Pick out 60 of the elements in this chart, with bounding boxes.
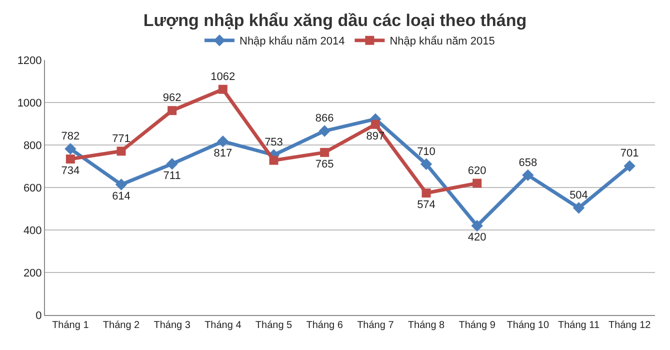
point [320, 148, 330, 157]
x-tick-label: Tháng 7 [357, 320, 394, 331]
y-tick-label: 0 [36, 310, 42, 322]
x-tick-label: Tháng 6 [306, 320, 344, 331]
data-label: 765 [315, 158, 334, 170]
point [115, 178, 128, 190]
point [318, 125, 330, 137]
point [572, 202, 585, 214]
x-tick-label: Tháng 4 [204, 320, 242, 331]
legend-label: Nhập khẩu năm 2015 [390, 36, 495, 48]
point [116, 146, 126, 156]
x-tick-label: Tháng 8 [408, 320, 446, 331]
data-label: 620 [468, 164, 486, 177]
data-label: 817 [214, 147, 232, 160]
data-label: 1062 [210, 70, 236, 83]
data-label: 866 [315, 112, 334, 125]
legend-label: Nhập khẩu năm 2014 [240, 36, 345, 48]
point [64, 142, 76, 155]
x-tick-label: Tháng 5 [255, 320, 293, 331]
point [168, 106, 177, 116]
x-tick-label: Tháng 1 [52, 320, 90, 331]
point [218, 84, 228, 94]
point [471, 220, 483, 232]
data-label: 504 [570, 190, 588, 202]
data-label: 614 [112, 190, 130, 202]
x-tick-label: Tháng 11 [558, 320, 600, 331]
y-tick-label: 600 [23, 182, 42, 194]
point [522, 169, 534, 182]
y-tick-label: 1200 [17, 54, 42, 67]
point [420, 158, 432, 170]
x-tick-label: Tháng 12 [608, 320, 652, 331]
point [66, 154, 75, 164]
data-label: 771 [112, 132, 130, 145]
x-tick-label: Tháng 2 [102, 320, 140, 331]
point [166, 158, 178, 170]
point [422, 188, 431, 198]
y-tick-label: 400 [23, 224, 42, 237]
data-label: 962 [162, 92, 182, 104]
data-label: 782 [61, 130, 80, 142]
x-tick-label: Tháng 9 [458, 320, 496, 331]
point [269, 156, 278, 165]
point [472, 178, 482, 188]
data-label: 658 [518, 156, 538, 169]
data-label: 897 [366, 130, 385, 142]
x-tick-label: Tháng 10 [506, 320, 550, 331]
x-tick-label: Tháng 3 [154, 320, 191, 331]
y-tick-label: 800 [23, 140, 42, 152]
data-label: 420 [468, 232, 486, 244]
y-tick-label: 200 [23, 267, 42, 280]
y-tick-label: 1000 [17, 97, 42, 110]
data-label: 574 [417, 198, 436, 211]
point [370, 120, 380, 129]
point [624, 160, 636, 172]
data-label: 753 [264, 136, 283, 149]
chart-title: Lượng nhập khẩu xăng dầu các loại theo tháng [143, 10, 527, 30]
data-label: 710 [417, 146, 436, 158]
point [217, 136, 229, 148]
data-label: 701 [620, 148, 639, 160]
data-label: 711 [163, 170, 181, 182]
data-label: 734 [61, 164, 80, 177]
